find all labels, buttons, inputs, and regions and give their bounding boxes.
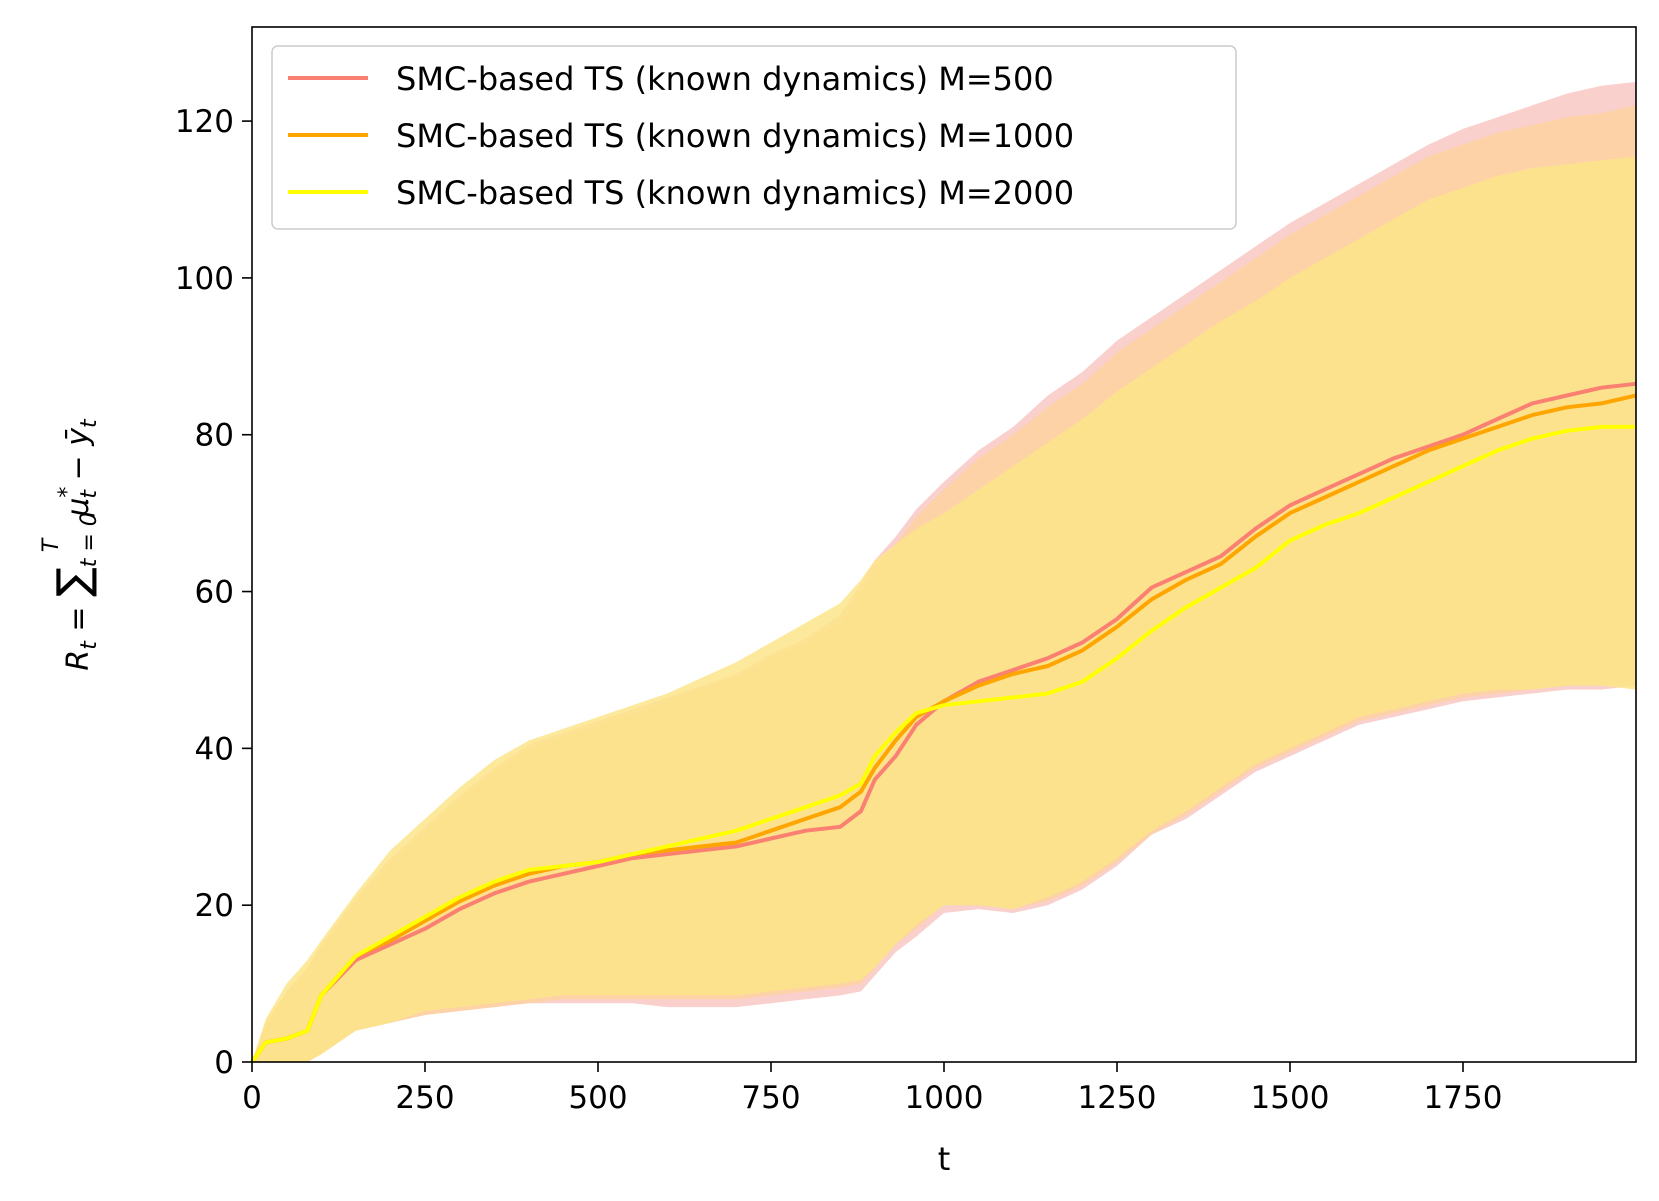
x-tick-label: 1500 (1251, 1080, 1330, 1116)
y-tick-label: 80 (195, 418, 234, 454)
y-tick-label: 40 (195, 731, 234, 767)
y-tick-label: 0 (214, 1045, 234, 1081)
legend-box (271, 45, 1237, 230)
x-tick-label: 250 (395, 1080, 454, 1116)
legend: SMC-based TS (known dynamics) M=500 SMC-… (271, 45, 1237, 230)
line-series-2 (250, 424, 1636, 1064)
x-axis-label: t (938, 1140, 951, 1178)
confidence-bands (252, 81, 1636, 1062)
x-tick-label: 500 (568, 1080, 627, 1116)
line-series-0 (250, 381, 1637, 1064)
y-tick-label: 100 (175, 261, 234, 297)
y-axis-ticks: 0 20 40 60 80 100 120 (175, 104, 252, 1081)
y-tick-label: 120 (175, 104, 234, 140)
series-lines (250, 381, 1637, 1064)
y-tick-label: 60 (195, 575, 234, 611)
x-axis-ticks: 0 250 500 750 1000 1250 1500 1750 (242, 1062, 1502, 1116)
x-tick-label: 1000 (905, 1080, 984, 1116)
x-tick-label: 0 (242, 1080, 262, 1116)
legend-label-m500: SMC-based TS (known dynamics) M=500 (396, 60, 1054, 98)
x-tick-label: 750 (741, 1080, 800, 1116)
y-tick-label: 20 (195, 888, 234, 924)
x-tick-label: 1750 (1424, 1080, 1503, 1116)
band-series-2 (252, 156, 1636, 1062)
y-axis-label: Rt = ∑t = 0Tμ*t − ȳt (39, 418, 102, 671)
line-series-1 (250, 393, 1637, 1064)
x-tick-label: 1250 (1078, 1080, 1157, 1116)
legend-label-m2000: SMC-based TS (known dynamics) M=2000 (396, 174, 1074, 212)
legend-label-m1000: SMC-based TS (known dynamics) M=1000 (396, 117, 1074, 155)
